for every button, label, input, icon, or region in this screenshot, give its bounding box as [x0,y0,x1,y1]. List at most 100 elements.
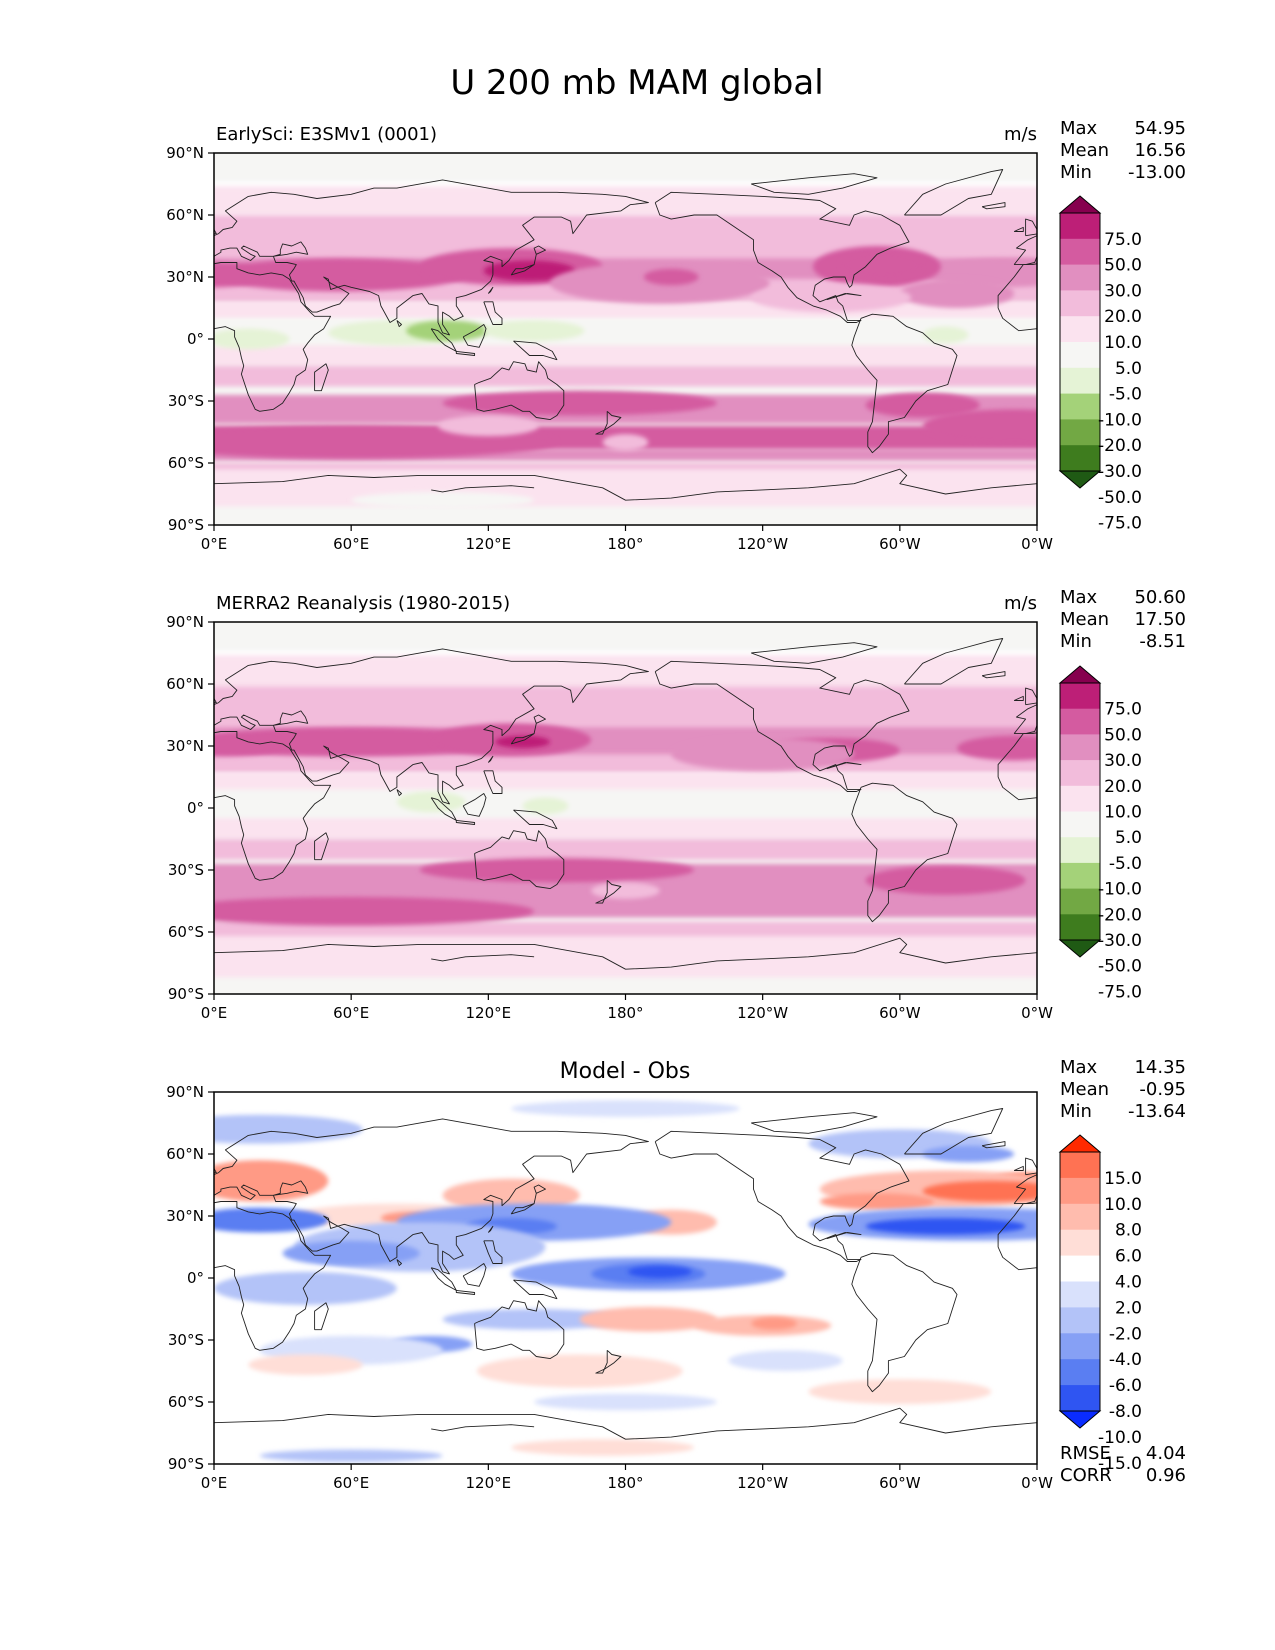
figure-title: U 200 mb MAM global [450,63,823,103]
colorbar-segment [1060,785,1100,812]
colorbar-segment [1060,1255,1100,1282]
contour-region-8 [922,1180,1037,1202]
contour-region-36 [602,434,649,451]
colorbar-tick-label: 5.0 [1115,828,1142,848]
contour-region-14 [214,735,283,757]
contour-region-17 [495,735,551,749]
contour-region-24 [214,1271,397,1305]
contour-region-16 [214,262,265,288]
colorbar-tick-label: 15.0 [1104,1169,1142,1189]
contour-region-23 [643,268,699,286]
coastline-segment-6 [462,1263,487,1287]
contour-region-28 [483,320,585,342]
colorbar-segment [1060,862,1100,890]
colorbar-tick-label: 10.0 [1104,1195,1142,1215]
coastline-segment-21-wrap1 [214,952,215,954]
lat-tick-label: 90°N [166,613,204,631]
lon-tick-label: 120°E [466,535,512,553]
coastline-segment-21-wrap1 [214,483,215,485]
coastline-segment-22-wrap2 [1254,486,1275,492]
colorbar-segment [1060,683,1100,710]
contour-region-30 [922,326,969,344]
contour-region-21 [840,252,923,277]
colorbar-tick-label: 10.0 [1104,803,1142,823]
colorbar-tick-label: 5.0 [1115,359,1142,379]
colorbar-obs: 75.0 50.0 30.0 20.0 10.0 5.0 -5.0 -10.0 -20.0 -30… [1058,665,1142,1002]
coastline-segment-12 [396,320,402,328]
contour-region-1 [214,1114,363,1144]
contour-region-20 [396,791,466,813]
coastline-segment-16-wrap1 [81,170,179,216]
axis-ticks-model: 90°N 60°N 30°N 0° 30°S 60°S 90°S0°E 60°E 120°E 18… [166,144,1053,553]
stat-label-min: Min [1060,162,1092,183]
contour-region-33 [865,392,980,418]
contour-band-3 [214,215,1037,265]
coastline-segment-17-wrap1 [0,192,86,322]
colorbar-tick-label: 20.0 [1104,777,1142,797]
lon-tick-label: 60°E [333,535,369,553]
coastline-segment-2 [314,832,329,861]
colorbar-tick-label: -10.0 [1098,1428,1142,1448]
colorbar-segment [1060,1307,1100,1334]
colorbar-tick-label: 50.0 [1104,256,1142,276]
coastline-segment-18-wrap1 [29,783,134,922]
coastline-segment-3 [474,830,565,890]
panel-title-model: EarlySci: E3SMv1 (0001) [216,124,437,145]
contour-region-31 [248,1354,363,1376]
colorbar-tick-label: 8.0 [1115,1221,1142,1241]
colorbar-segment [1060,342,1100,369]
colorbar-tick-label: 6.0 [1115,1247,1142,1267]
coastline-segment-16 [904,1108,1004,1155]
contour-region-36 [511,1439,695,1456]
lat-tick-label: 30°S [168,392,204,410]
lat-tick-label: 90°N [166,1083,204,1101]
contour-region-21 [522,797,569,815]
coastline-segment-8 [595,879,622,904]
coastline-segment-17 [654,191,910,323]
coastline-segment-13-wrap2 [1025,218,1037,237]
colorbar-tick-label: -30.0 [1098,931,1142,951]
lon-tick-label: 120°W [737,1004,788,1022]
colorbar-tick-label: 50.0 [1104,725,1142,745]
panel-obs: MERRA2 Reanalysis (1980-2015) m/s 90°N 60… [0,587,1186,1022]
coastline-segment-19-wrap1 [0,643,54,664]
contour-band-14 [214,469,1037,507]
contour-band-12 [214,936,1037,978]
colorbar-tick-label: 30.0 [1104,751,1142,771]
colorbar-segment [1060,811,1100,838]
colorbar-model: 75.0 50.0 30.0 20.0 10.0 5.0 -5.0 -10.0 -20.0 -30… [1058,195,1142,534]
lat-tick-label: 60°N [166,675,204,693]
coastline-segment-7 [513,340,558,361]
contour-region-23 [865,865,1026,895]
contour-region-35 [438,415,539,437]
map-field-model [214,153,1037,525]
colorbar-tick-label: -50.0 [1098,488,1142,508]
stat-value-mean: -0.95 [1139,1079,1186,1100]
colorbar-tick-label: -6.0 [1109,1376,1142,1396]
coastline-segment-22-wrap2 [1254,1425,1275,1431]
lat-tick-label: 30°S [168,1331,204,1349]
stat-label-max: Max [1060,587,1098,608]
contour-region-29 [214,328,290,350]
colorbar-extend-top [1058,665,1102,684]
coastline-segment-14-wrap2 [1013,1165,1024,1171]
lat-tick-label: 60°S [168,454,204,472]
stat-value-max: 50.60 [1134,587,1186,608]
panel-title-diff: Model - Obs [560,1059,691,1084]
lon-tick-label: 0°E [201,1474,228,1492]
coastline-segment-12-wrap2 [1220,1259,1225,1265]
panel-diff: Model - Obs 90°N60°N30°N0°30°S60°S90°S0°… [4,1057,1275,1492]
lon-tick-label: 120°E [466,1004,512,1022]
lon-tick-label: 60°W [879,535,921,553]
coastline-segment-18 [851,1252,958,1393]
colorbar-tick-label: -20.0 [1098,436,1142,456]
colorbar-tick-label: -75.0 [1098,514,1142,534]
contour-region-33 [808,1379,992,1405]
coastline-model [0,169,1275,501]
coastline-segment-3 [474,1300,565,1360]
coastline-segment-0 [214,179,649,336]
coastline-segment-2 [314,1302,329,1331]
coastline-segment-16 [904,169,1004,216]
coastline-segment-20-wrap1 [4,1233,38,1239]
contour-band-9 [214,839,1037,860]
